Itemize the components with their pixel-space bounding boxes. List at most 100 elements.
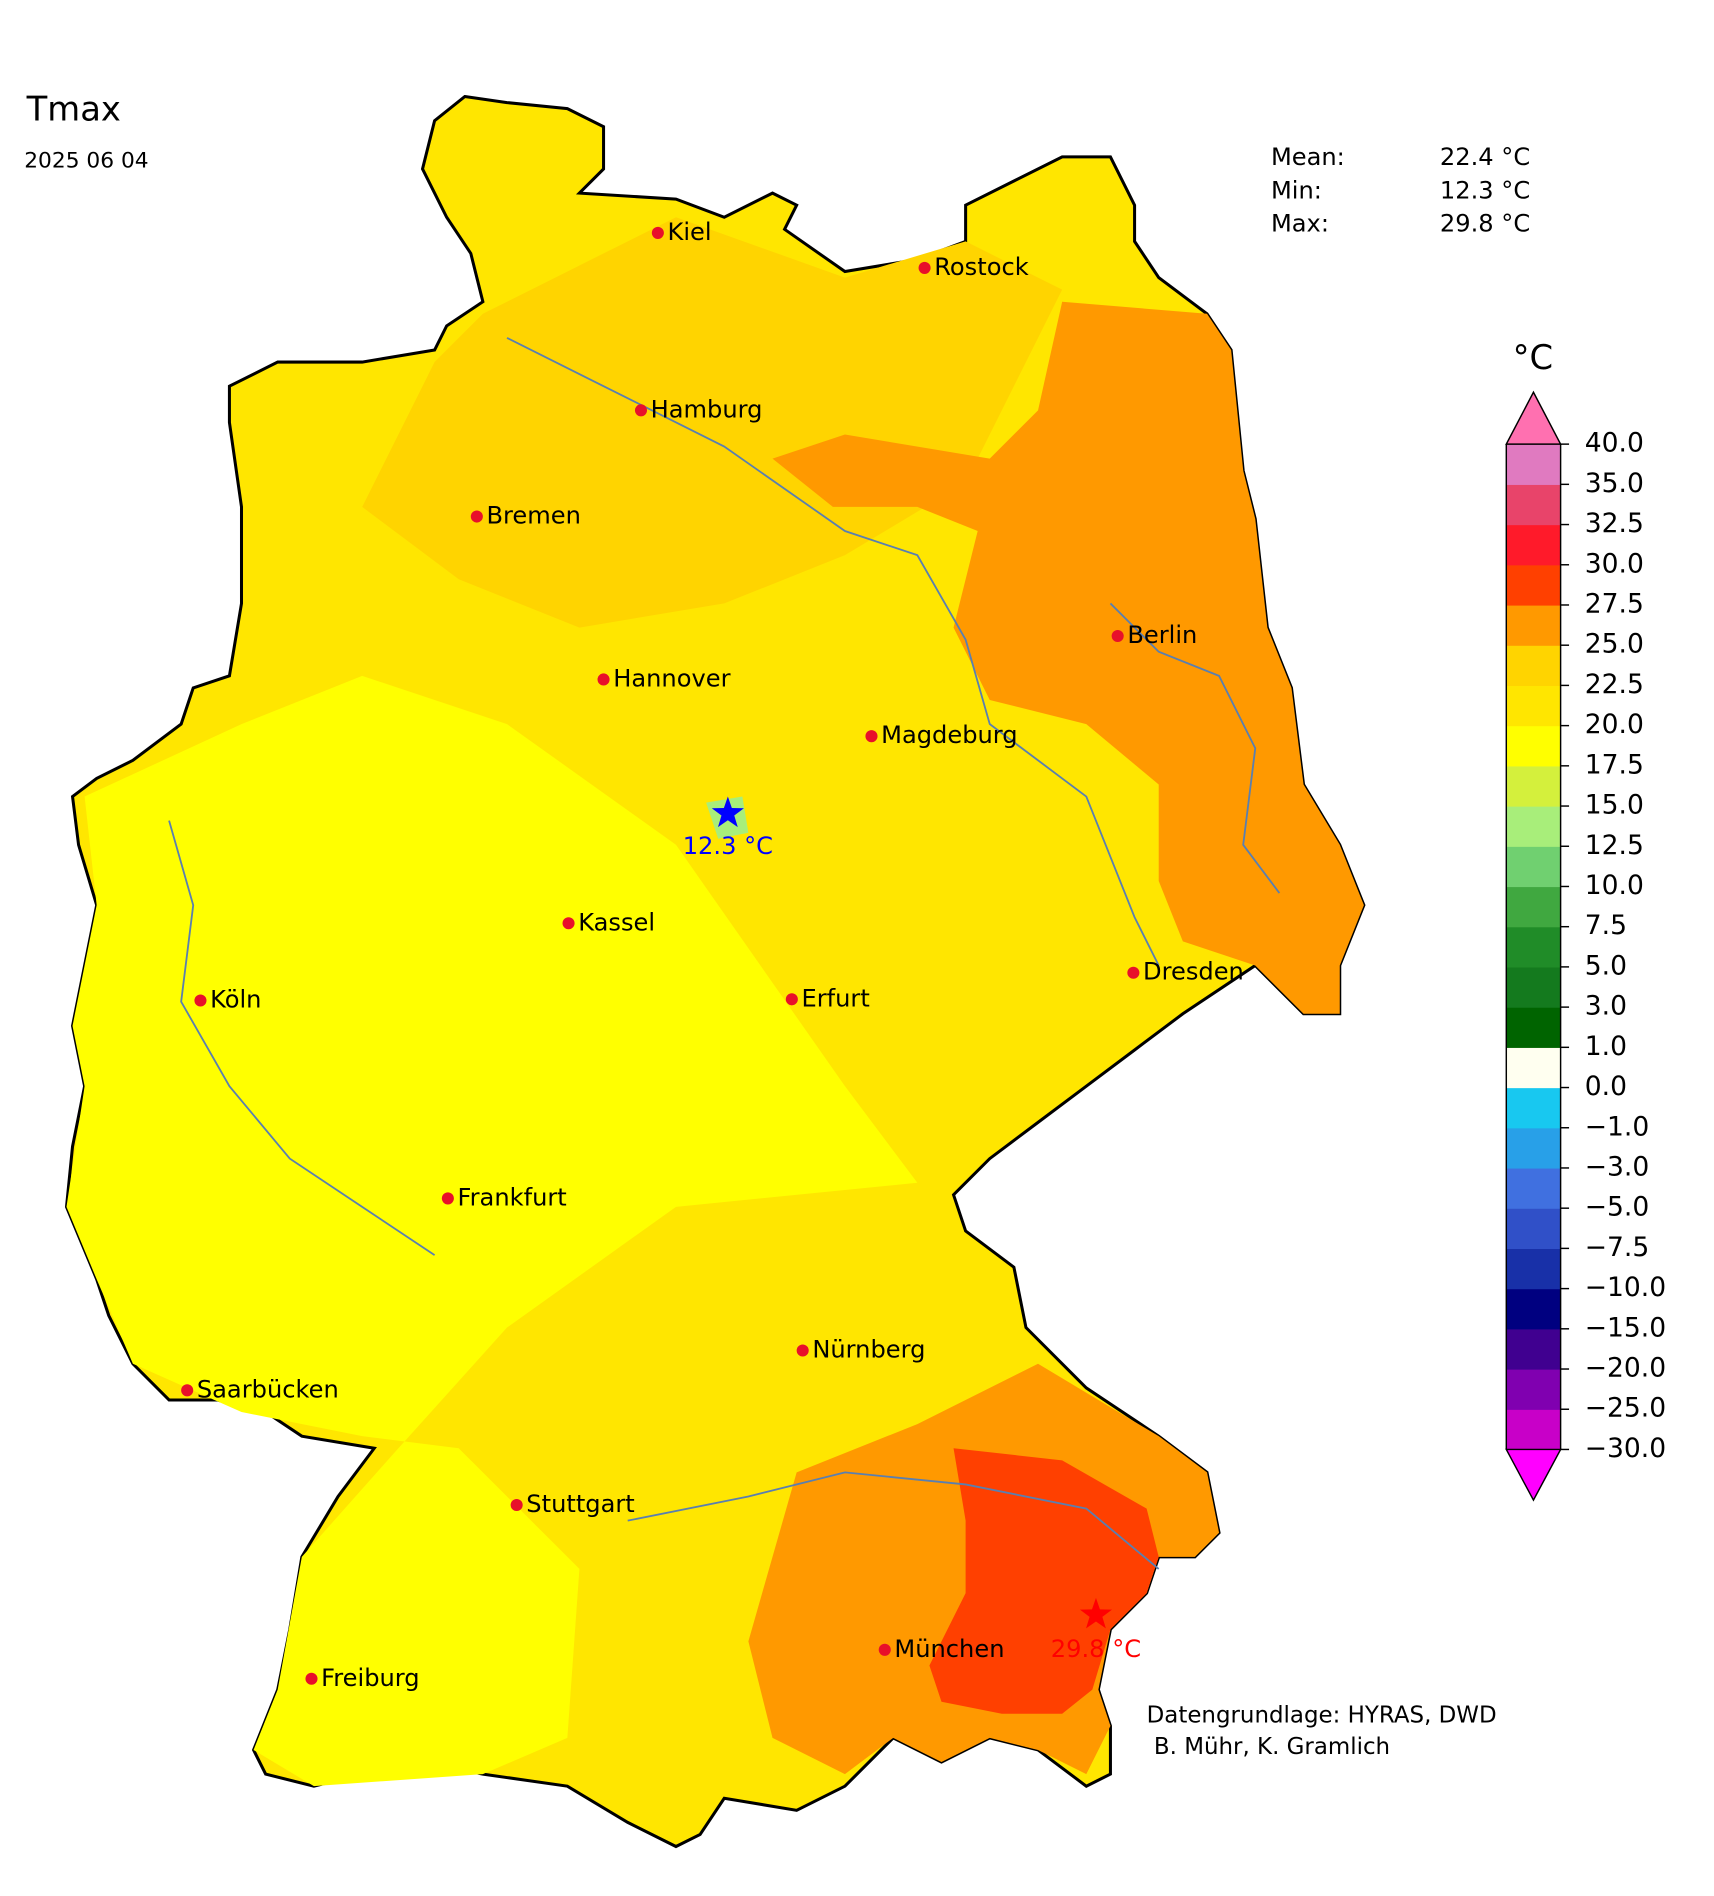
stat-label: Max: (1271, 209, 1329, 237)
city-dot (1127, 966, 1140, 979)
min-star (711, 796, 744, 828)
city-dot (1111, 629, 1124, 643)
river (168, 820, 436, 1256)
colorbar-bin (1506, 1409, 1561, 1451)
stat-value: 12.3 °C (1440, 176, 1530, 204)
west-yellow-region (66, 675, 918, 1787)
colorbar-bin (1506, 966, 1561, 1008)
city-dot (470, 510, 483, 523)
colorbar-bin (1506, 604, 1561, 646)
river (506, 337, 1160, 966)
city-dot (181, 1384, 194, 1397)
colorbar-tick-label: −30.0 (1585, 1433, 1666, 1464)
colorbar-tick-label: 10.0 (1585, 870, 1644, 901)
colorbar-tick-label: 35.0 (1585, 468, 1644, 499)
colorbar-frame (1505, 444, 1562, 1450)
colorbar-extend-min (1505, 1448, 1562, 1502)
stat-value: 22.4 °C (1440, 143, 1530, 171)
city-label: Nürnberg (812, 1335, 925, 1363)
colorbar-tick-label: −7.5 (1585, 1232, 1649, 1263)
min-label: 12.3 °C (683, 832, 773, 860)
colorbar-tick-label: 25.0 (1585, 629, 1644, 660)
stat-label: Mean: (1271, 143, 1345, 171)
colorbar-tick-label: 17.5 (1585, 749, 1644, 780)
colorbar-tick-label: 0.0 (1585, 1071, 1627, 1102)
colorbar-bin (1506, 524, 1561, 566)
colorbar-tick-label: 40.0 (1585, 428, 1644, 459)
city-dot (634, 404, 648, 417)
city-label: Bremen (486, 502, 580, 530)
colorbar-tick-label: 30.0 (1585, 548, 1644, 579)
colorbar-bin (1506, 1167, 1561, 1209)
city-dot (796, 1344, 809, 1357)
colorbar-bin (1506, 564, 1561, 606)
colorbar-bin (1506, 886, 1561, 928)
credit: Datengrundlage: HYRAS, DWD (1147, 1703, 1497, 1729)
colorbar-bin (1506, 1328, 1561, 1370)
colorbar-bin (1506, 645, 1561, 687)
city-dot (918, 261, 931, 274)
city-label: Saarbücken (197, 1375, 339, 1403)
colorbar-tick-label: −25.0 (1585, 1393, 1666, 1424)
river (1109, 602, 1281, 894)
city-dot (305, 1672, 318, 1685)
colorbar-tick-label: 5.0 (1585, 950, 1627, 981)
city-label: Magdeburg (881, 721, 1017, 749)
colorbar-tick-label: −5.0 (1585, 1192, 1649, 1223)
city-label: Erfurt (801, 984, 869, 1012)
stat-label: Min: (1271, 176, 1322, 204)
city-dot (651, 226, 664, 239)
city-dot (562, 917, 575, 930)
colorbar-tick-label: 12.5 (1585, 830, 1644, 861)
colorbar-bin (1506, 484, 1561, 526)
title: Tmax (26, 90, 121, 129)
colorbar-tick-label: 22.5 (1585, 669, 1644, 700)
east-orange-region (772, 301, 1364, 1014)
colorbar-tick-label: 7.5 (1585, 910, 1627, 941)
colorbar-bin (1506, 1248, 1561, 1290)
colorbar-bin (1506, 1288, 1561, 1330)
colorbar-tick-label: −15.0 (1585, 1312, 1666, 1343)
colorbar-unit: °C (1513, 338, 1553, 377)
city-label: Berlin (1127, 621, 1197, 649)
colorbar-bin (1506, 846, 1561, 888)
colorbar-bin (1506, 1127, 1561, 1169)
colorbar-tick-label: 15.0 (1585, 790, 1644, 821)
colorbar-tick-label: 3.0 (1585, 991, 1627, 1022)
colorbar-tick-label: −1.0 (1585, 1111, 1649, 1142)
max-star (1079, 1597, 1113, 1629)
colorbar-bin (1506, 1047, 1561, 1089)
colorbar-tick-label: 32.5 (1585, 508, 1644, 539)
city-dot (194, 994, 207, 1007)
colorbar-tick-label: −3.0 (1585, 1151, 1649, 1182)
city-label: Dresden (1143, 958, 1244, 986)
rivers (168, 337, 1281, 1570)
city-dot (785, 993, 798, 1006)
river (627, 1471, 1160, 1570)
city-label: Rostock (934, 253, 1028, 281)
colorbar-bin (1506, 1369, 1561, 1410)
colorbar-tick-label: −10.0 (1585, 1272, 1666, 1303)
southeast-red-region (929, 1448, 1159, 1714)
city-dot (441, 1192, 454, 1205)
credit: B. Mühr, K. Gramlich (1147, 1734, 1390, 1760)
north-gold-region (362, 217, 1063, 628)
colorbar-tick-label: 1.0 (1585, 1031, 1627, 1062)
colorbar-bin (1506, 685, 1561, 727)
city-label: Frankfurt (458, 1183, 567, 1211)
city-label: Hamburg (651, 395, 763, 423)
city-label: Köln (210, 985, 261, 1013)
colorbar-bin (1506, 1007, 1561, 1048)
city-dot (597, 673, 610, 686)
colorbar-bin (1506, 444, 1561, 485)
colorbar-bin (1506, 725, 1561, 767)
max-label: 29.8 °C (1051, 1635, 1141, 1663)
city-dot (865, 730, 878, 743)
city-dot (510, 1498, 523, 1512)
colorbar-bin (1506, 765, 1561, 807)
colorbar-bin (1506, 1087, 1561, 1129)
colorbar-extend-max (1505, 390, 1562, 445)
colorbar-bin (1506, 1208, 1561, 1249)
